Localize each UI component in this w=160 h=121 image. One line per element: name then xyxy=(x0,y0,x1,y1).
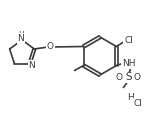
Text: O: O xyxy=(116,73,123,82)
Text: Cl: Cl xyxy=(124,36,133,45)
Text: O: O xyxy=(134,73,141,82)
Text: H: H xyxy=(127,92,133,102)
Text: O: O xyxy=(47,42,54,51)
Text: S: S xyxy=(125,72,132,83)
Text: NH: NH xyxy=(122,59,135,68)
Text: H: H xyxy=(18,30,24,39)
Text: N: N xyxy=(18,34,24,43)
Text: N: N xyxy=(28,60,35,70)
Text: Cl: Cl xyxy=(133,98,142,107)
